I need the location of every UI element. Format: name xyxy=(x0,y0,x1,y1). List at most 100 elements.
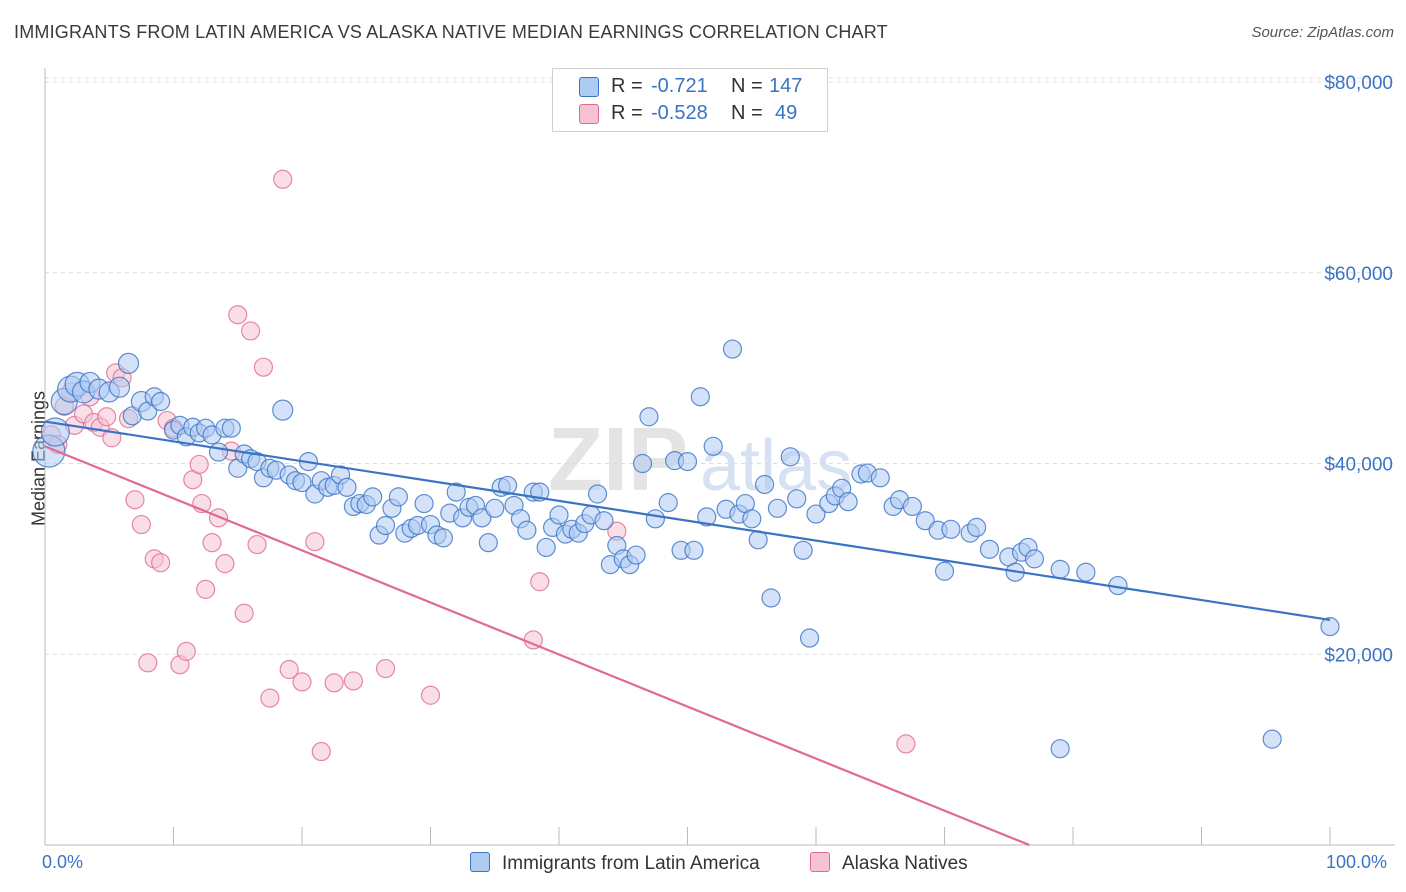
data-point-latin-america xyxy=(1050,739,1070,759)
data-point-alaska-natives xyxy=(279,659,299,680)
y-tick-label: $20,000 xyxy=(1324,645,1393,666)
data-point-alaska-natives xyxy=(253,357,274,377)
data-point-latin-america xyxy=(536,537,556,558)
data-point-latin-america xyxy=(703,436,723,456)
data-point-alaska-natives xyxy=(208,508,229,528)
data-point-latin-america xyxy=(151,391,171,412)
legend-n-label: N = xyxy=(731,102,763,124)
data-point-latin-america xyxy=(754,474,775,495)
data-point-latin-america xyxy=(1320,616,1340,637)
legend-r-label: R = xyxy=(611,75,643,97)
data-point-alaska-natives xyxy=(292,672,312,692)
data-point-latin-america xyxy=(337,477,357,497)
trend-line-latin-america xyxy=(44,420,1331,622)
data-point-alaska-natives xyxy=(247,534,267,555)
data-point-latin-america xyxy=(1050,559,1070,579)
data-point-latin-america xyxy=(870,468,890,488)
data-point-alaska-natives xyxy=(273,169,293,189)
y-tick-labels: $20,000 $40,000 $60,000 $80,000 xyxy=(1324,73,1393,666)
data-point-latin-america xyxy=(761,588,781,608)
legend-n-value: 147 xyxy=(769,75,803,97)
data-point-latin-america xyxy=(1076,562,1096,582)
data-point-latin-america xyxy=(902,496,922,517)
data-point-latin-america xyxy=(697,507,717,527)
data-point-latin-america xyxy=(979,539,1000,559)
data-point-latin-america xyxy=(787,489,807,509)
bottom-legend-alaska-natives[interactable]: Alaska Natives xyxy=(810,852,968,875)
legend-n-label: N = xyxy=(731,75,763,97)
data-point-alaska-natives xyxy=(234,603,254,623)
data-point-alaska-natives xyxy=(305,532,325,552)
data-point-alaska-natives xyxy=(324,673,344,693)
data-point-latin-america xyxy=(632,453,653,474)
watermark-zip: ZIP xyxy=(548,410,688,510)
data-point-latin-america xyxy=(517,520,537,540)
gridlines xyxy=(45,77,1395,655)
data-point-latin-america xyxy=(806,504,826,524)
data-point-alaska-natives xyxy=(131,514,151,535)
data-point-latin-america xyxy=(221,418,241,438)
data-point-alaska-natives xyxy=(151,553,171,573)
legend-swatch-blue xyxy=(470,852,490,872)
data-point-latin-america xyxy=(767,498,788,518)
data-point-latin-america xyxy=(915,511,935,531)
data-point-alaska-natives xyxy=(125,490,145,510)
data-point-alaska-natives xyxy=(420,685,441,705)
y-tick-label: $80,000 xyxy=(1324,73,1393,94)
trend-line-alaska-natives xyxy=(44,445,1030,847)
data-point-latin-america xyxy=(208,442,229,462)
trend-lines xyxy=(44,420,1331,847)
legend-swatch-pink xyxy=(810,852,830,872)
data-point-latin-america xyxy=(934,561,955,581)
chart-title: IMMIGRANTS FROM LATIN AMERICA VS ALASKA … xyxy=(14,22,888,42)
data-point-latin-america xyxy=(793,540,813,560)
data-point-latin-america xyxy=(433,528,453,548)
data-point-latin-america xyxy=(594,511,614,531)
data-point-alaska-natives xyxy=(530,572,550,592)
legend-n-value: 49 xyxy=(775,102,798,124)
data-point-alaska-natives xyxy=(97,407,117,427)
data-point-alaska-natives xyxy=(896,734,916,754)
data-point-alaska-natives xyxy=(241,321,261,341)
data-point-latin-america xyxy=(272,399,294,421)
legend-swatch-blue xyxy=(579,77,599,97)
y-tick-label: $60,000 xyxy=(1324,264,1393,285)
x-tick-min: 0.0% xyxy=(42,852,84,872)
bottom-legend-latin-america[interactable]: Immigrants from Latin America xyxy=(470,852,760,875)
source-label: Source: ZipAtlas.com xyxy=(1251,24,1394,41)
data-point-alaska-natives xyxy=(138,653,158,673)
legend-r-value: -0.721 xyxy=(651,75,708,97)
data-point-latin-america xyxy=(742,509,762,529)
data-point-latin-america xyxy=(363,487,383,507)
data-point-latin-america xyxy=(677,451,698,472)
data-point-latin-america xyxy=(292,472,312,493)
legend-r-value: -0.528 xyxy=(651,102,708,124)
data-point-latin-america xyxy=(375,515,396,536)
data-point-latin-america xyxy=(108,376,131,398)
data-point-latin-america xyxy=(780,447,800,467)
stats-legend: R = -0.721 N = 147 R = -0.528 N = 49 xyxy=(552,68,828,132)
data-point-alaska-natives xyxy=(176,641,196,661)
data-point-latin-america xyxy=(658,493,678,513)
legend-r-label: R = xyxy=(611,102,643,124)
data-point-latin-america xyxy=(722,339,743,359)
data-point-alaska-natives xyxy=(343,671,363,691)
data-point-latin-america xyxy=(684,540,704,560)
x-tick-max: 100.0% xyxy=(1326,852,1388,872)
legend-label: Immigrants from Latin America xyxy=(502,853,760,874)
data-point-alaska-natives xyxy=(196,579,216,599)
data-point-alaska-natives xyxy=(375,658,396,679)
data-point-latin-america xyxy=(117,352,140,374)
data-point-latin-america xyxy=(626,545,646,565)
data-point-latin-america xyxy=(838,492,858,512)
series-latin-america xyxy=(32,339,1340,759)
data-point-latin-america xyxy=(941,519,961,539)
data-point-latin-america xyxy=(1262,729,1282,749)
data-point-alaska-natives xyxy=(202,533,222,553)
y-tick-label: $40,000 xyxy=(1324,455,1393,476)
data-point-latin-america xyxy=(645,509,665,529)
legend-label: Alaska Natives xyxy=(842,853,968,874)
legend-swatch-pink xyxy=(579,104,599,124)
